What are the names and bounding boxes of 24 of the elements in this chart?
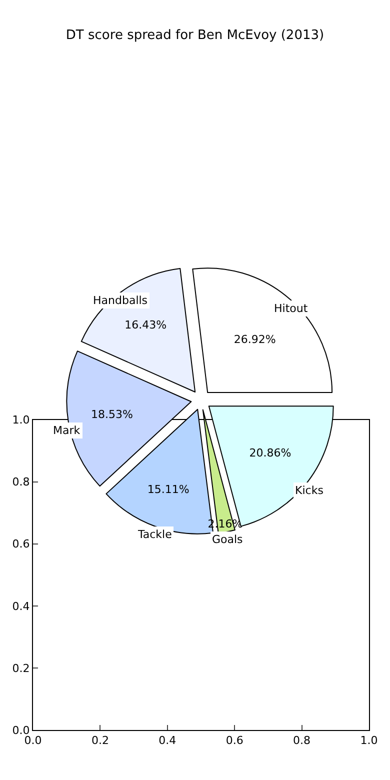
slice-label: Mark (53, 424, 81, 437)
y-tick-label: 0.6 (12, 538, 30, 551)
x-tick-label: 0.8 (293, 734, 311, 748)
y-tick-label: 0.8 (12, 476, 30, 489)
x-tick-label: 0.0 (24, 734, 42, 748)
y-tick-label: 0.4 (12, 600, 30, 613)
data-label: 20.86% (249, 446, 292, 460)
x-tick-label: 1.0 (360, 734, 378, 748)
data-label: 18.53% (90, 408, 133, 422)
y-tick-label: 0.0 (12, 724, 30, 737)
slice-label: Goals (212, 533, 244, 546)
x-tick-label: 0.4 (158, 734, 176, 748)
y-tick-label: 0.2 (12, 662, 30, 675)
slice-label: Kicks (295, 484, 324, 497)
slice-label: Handballs (93, 294, 148, 307)
x-tick-label: 0.6 (226, 734, 244, 748)
x-tick-label: 0.2 (91, 734, 109, 748)
data-label: 26.92% (234, 332, 276, 346)
data-label: 15.11% (147, 483, 190, 496)
y-tick-label: 1.0 (12, 414, 30, 427)
chart-title: DT score spread for Ben McEvoy (2013) (66, 28, 324, 44)
slice-label: Hitout (274, 302, 308, 315)
slice-label: Tackle (137, 528, 172, 541)
data-label: 16.43% (124, 318, 167, 332)
